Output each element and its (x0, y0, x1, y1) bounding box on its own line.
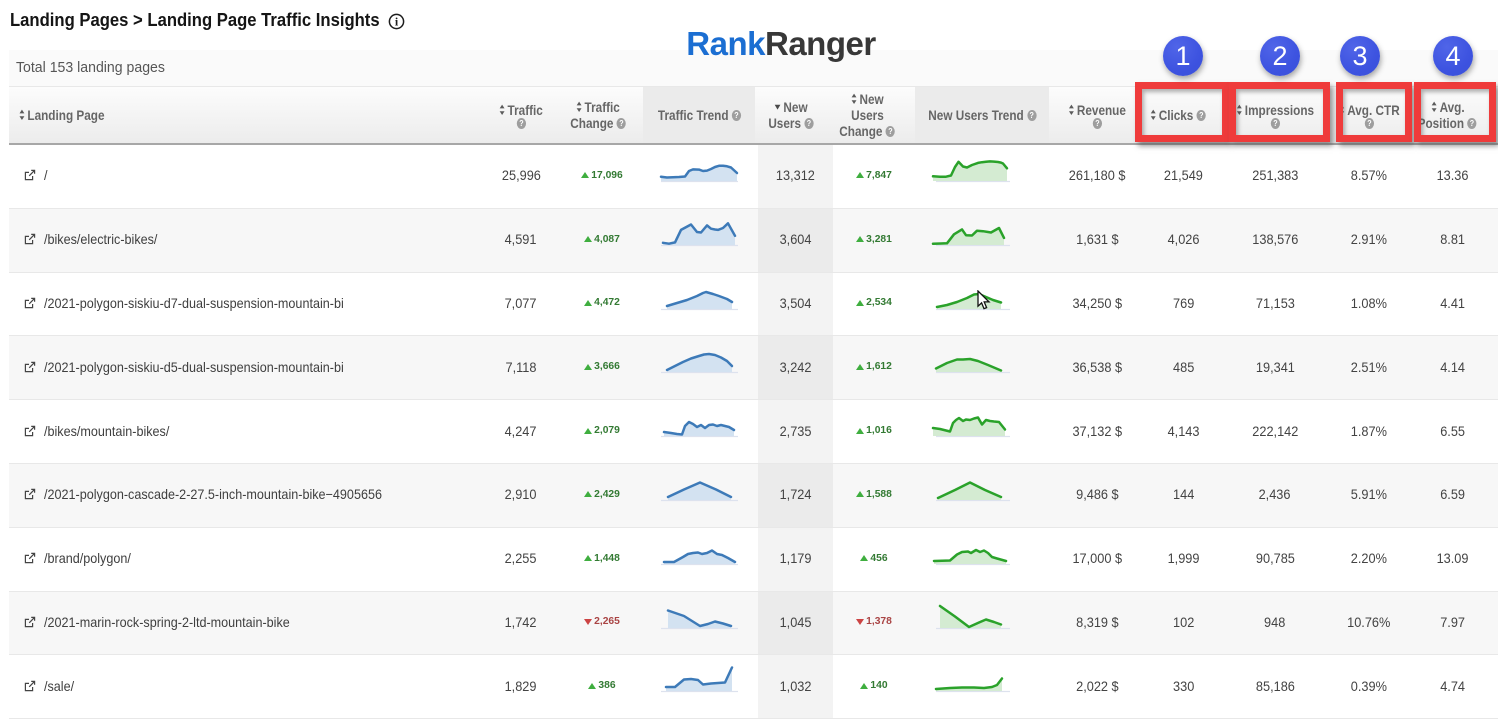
svg-text:i: i (395, 15, 399, 29)
